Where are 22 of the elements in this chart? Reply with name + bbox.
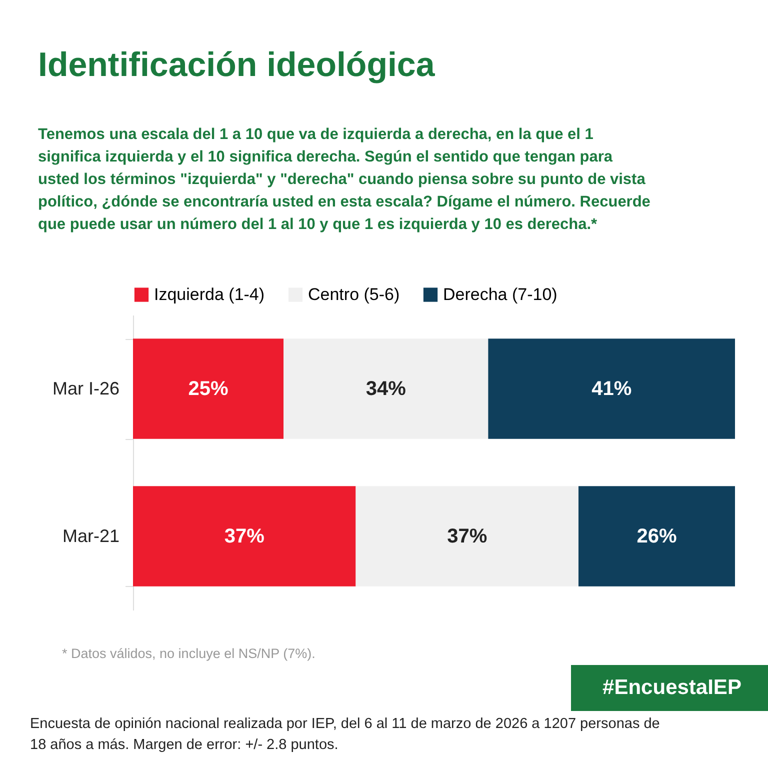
data-label: 37% bbox=[224, 525, 265, 548]
data-label: 26% bbox=[636, 525, 677, 548]
bar bbox=[356, 486, 578, 586]
legend-label: Izquierda (1-4) bbox=[154, 284, 265, 304]
data-label: 34% bbox=[366, 378, 406, 400]
bar bbox=[578, 486, 735, 586]
text: #EncuestaIEP bbox=[602, 676, 742, 699]
bar bbox=[488, 338, 735, 439]
legend-label: Centro (5-6) bbox=[308, 284, 400, 304]
bar bbox=[133, 338, 284, 439]
text: * Datos válidos, no incluye el NS/NP (7%). bbox=[62, 646, 316, 661]
y-tick-label: Mar-21 bbox=[62, 526, 120, 546]
y-tick-label: Mar I-26 bbox=[52, 378, 120, 398]
data-label: 25% bbox=[188, 378, 228, 400]
legend-label: Derecha (7-10) bbox=[443, 284, 558, 304]
bar bbox=[284, 338, 488, 439]
chart-subtitle: Tenemos una escala del 1 a 10 que va de izquierda a derecha, en la que el 1 significa izquierda y el 10 significa derecha. Según el sentido que tengan para usted los términos "izquierda" y "derecha" cuando piensa sobre su punto de vista político, ¿dónde se encontraría usted en esta escala? Dígame el número. Recuerde que puede usar un número del 1 al 10 y que 1 es izquierda y 10 es derecha.* bbox=[38, 126, 651, 233]
text: Encuesta de opinión nacional realizada por IEP, del 6 al 11 de marzo de 2026 a 1207 personas de 18 años a más. Margen de error: +/- 2.8 puntos. bbox=[30, 716, 660, 753]
chart-title: Identificación ideológica bbox=[38, 46, 436, 84]
bar bbox=[133, 486, 356, 586]
data-label: 41% bbox=[592, 378, 632, 400]
data-label: 37% bbox=[447, 525, 488, 548]
